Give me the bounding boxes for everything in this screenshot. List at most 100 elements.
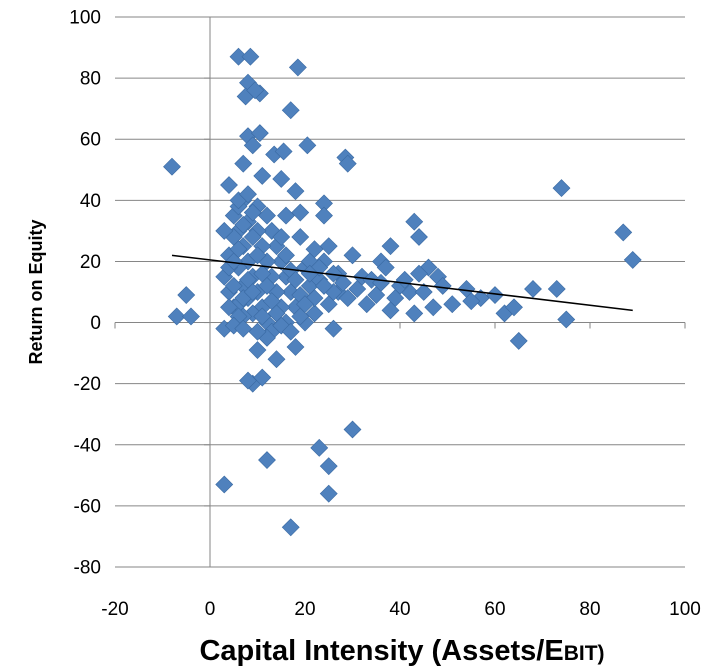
data-point [319,457,338,476]
data-point [291,307,310,326]
data-point [381,237,400,256]
data-point [220,298,238,317]
data-point [405,212,424,231]
tick-labels: -80 -60 -40 -20 0 20 40 60 80 100 -20 0 20 40 60 80 100 [69,8,701,621]
data-point [277,246,295,265]
data-point [319,237,338,256]
data-point [286,338,305,356]
trendline [171,254,633,312]
data-point [343,420,362,439]
data-point [414,283,433,301]
data-point [324,319,343,338]
data-point [274,142,293,161]
data-point [267,350,286,369]
y-tick-label: -40 [74,435,101,456]
data-point [234,215,253,234]
data-point [524,280,542,298]
data-point [443,295,462,314]
data-point [305,304,324,323]
x-axis-label-subscript: BIT) [564,642,605,665]
y-tick-label: 0 [90,313,101,334]
y-tick-label: 20 [80,252,101,273]
data-point [315,206,333,225]
data-point [291,203,310,222]
data-point [253,368,272,387]
data-point [310,438,329,457]
data-point [298,136,317,155]
data-point [376,258,395,277]
data-point [296,295,314,314]
data-point [243,203,262,222]
data-point [395,270,414,289]
data-point [286,270,305,289]
data-point [246,81,265,100]
data-point [248,246,267,265]
axes [114,16,686,568]
y-axis-label: Return on Equity [26,220,46,365]
data-point [281,101,300,120]
data-point [258,276,276,295]
x-tick-label: 80 [579,599,600,620]
data-point [348,280,367,298]
data-point [419,258,438,277]
data-point [177,286,196,304]
data-point [220,176,238,194]
x-tick-label: 60 [484,599,505,620]
data-point [281,518,300,537]
data-point [623,250,642,269]
data-point [224,276,243,295]
data-point [243,304,262,323]
data-point [250,124,269,143]
data-point [381,301,400,320]
data-point [405,304,424,323]
data-point [239,371,257,390]
y-tick-label: -20 [74,374,101,395]
x-axis-label: Capital Intensity (Assets/EBIT) [199,635,604,667]
data-point [614,223,633,242]
data-point [215,221,234,240]
data-point [243,283,262,301]
data-point [319,295,338,314]
data-point [239,185,257,204]
data-point [338,289,357,308]
data-point [234,154,253,173]
data-point [343,246,362,265]
data-point [277,206,295,225]
data-point [410,228,428,246]
y-tick-label: -60 [74,496,101,517]
y-tick-label: 100 [69,8,101,29]
x-tick-label: 20 [294,599,315,620]
data-point [315,276,333,295]
data-point [486,286,504,304]
data-point [229,47,248,66]
data-point [509,331,528,350]
data-point [215,475,234,494]
data-point [286,182,305,201]
data-point [424,298,443,317]
data-point [248,341,267,359]
data-point [357,295,376,314]
data-point [262,221,281,240]
data-point [433,276,452,295]
data-point [552,179,571,198]
trendline-group [171,254,633,312]
data-point [229,240,248,259]
y-tick-label: 80 [80,69,101,90]
data-point [272,170,291,188]
y-tick-label: 60 [80,130,101,151]
data-point [557,310,576,329]
data-point [234,319,253,338]
data-point [505,298,523,317]
x-tick-label: 100 [669,599,701,620]
data-point [241,47,260,66]
data-point [462,292,481,311]
data-point [281,322,300,341]
data-point [182,307,200,326]
x-tick-label: 40 [389,599,410,620]
data-point [410,264,428,283]
data-point [243,228,262,246]
data-point [253,307,272,326]
x-tick-label: 0 [205,599,216,620]
data-point [163,157,181,176]
